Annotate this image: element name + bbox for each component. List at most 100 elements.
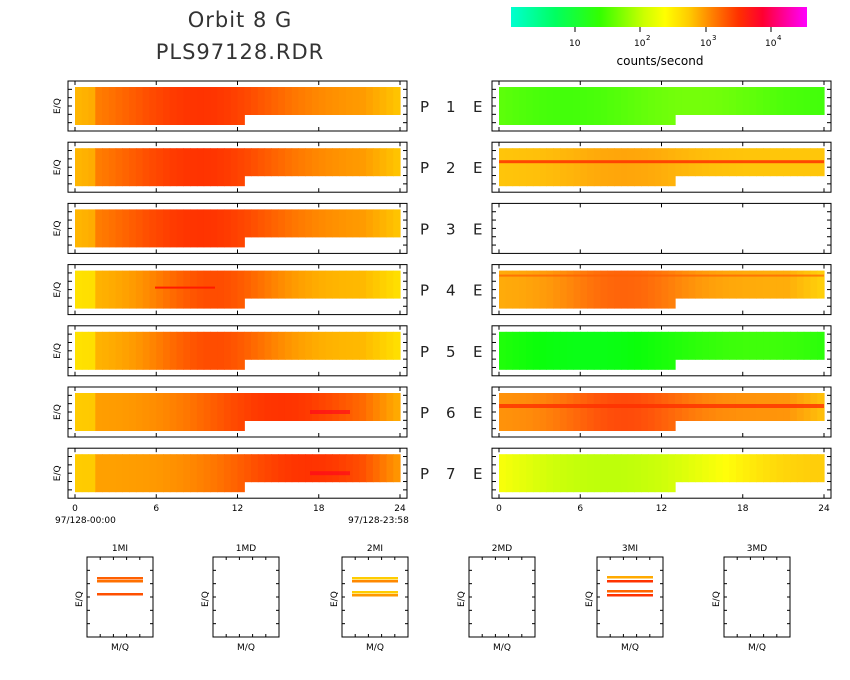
chart-title-line2: PLS97128.RDR — [155, 40, 325, 64]
heatmap-cell — [244, 393, 252, 421]
small-panel-title: 2MD — [492, 544, 512, 554]
heatmap-cell — [580, 454, 588, 493]
heatmap-cell — [512, 87, 520, 125]
mass-line — [97, 593, 143, 596]
heatmap-cell — [135, 331, 144, 370]
heatmap-cell — [641, 270, 649, 309]
heatmap-cell — [566, 331, 575, 370]
heatmap-cell — [325, 393, 333, 421]
heatmap-cell — [122, 393, 130, 431]
heatmap-cell — [790, 454, 798, 483]
heatmap-cell — [600, 454, 608, 493]
heatmap-cell — [102, 209, 110, 248]
heatmap-cell — [702, 331, 710, 360]
heatmap-cell — [566, 87, 575, 125]
left-panel-3: E/Q — [53, 202, 408, 254]
heatmap-cell — [305, 148, 313, 177]
heatmap-cell — [366, 393, 374, 421]
heatmap-cell — [217, 331, 225, 370]
heatmap-cell — [817, 454, 825, 483]
heatmap-cell — [176, 454, 184, 493]
heatmap-cell — [776, 454, 784, 483]
heatmap-cell — [790, 270, 798, 299]
heatmap-cell — [783, 270, 791, 299]
heatmap-cell — [75, 393, 83, 431]
heatmap-cell — [372, 209, 381, 238]
right-panel-3 — [491, 202, 832, 254]
heatmap-cell — [634, 148, 642, 187]
heatmap-cell — [230, 209, 239, 248]
small-panel-ylabel: E/Q — [712, 591, 722, 607]
heatmap-cell — [190, 87, 198, 125]
heatmap-cell — [142, 393, 151, 431]
heatmap-cell — [810, 270, 818, 299]
x-tick-label: 24 — [394, 504, 406, 514]
heatmap-cell — [366, 331, 374, 360]
heatmap-cell — [654, 393, 663, 431]
heatmap-cell — [702, 454, 710, 483]
heatmap-cell — [499, 270, 507, 309]
heatmap-cell — [627, 148, 636, 187]
heatmap-cell — [251, 270, 259, 299]
heatmap-cell — [499, 331, 507, 370]
heatmap-streak — [155, 286, 215, 289]
heatmap-cell — [163, 148, 171, 187]
heatmap-cell — [115, 209, 123, 248]
small-panel-ylabel: E/Q — [457, 591, 467, 607]
panel-number: 2 — [446, 159, 456, 177]
heatmap-cell — [339, 270, 347, 299]
heatmap-cell — [668, 148, 676, 187]
heatmap-cell — [681, 87, 690, 115]
heatmap-cell — [359, 209, 367, 238]
heatmap-cell — [763, 454, 771, 483]
heatmap-cell — [244, 209, 252, 238]
heatmap-cell — [688, 331, 696, 360]
heatmap-cell — [311, 393, 320, 421]
heatmap-cell — [393, 454, 401, 483]
heatmap-cell — [217, 209, 225, 248]
heatmap-cell — [88, 454, 96, 493]
mass-line — [607, 594, 653, 597]
heatmap-cell — [95, 270, 103, 309]
heatmap-cell — [532, 454, 541, 493]
heatmap-cell — [190, 148, 198, 187]
heatmap-cell — [614, 454, 622, 493]
panel-e-label: E — [473, 220, 482, 238]
heatmap-cell — [742, 87, 751, 115]
panel-p-label: P — [420, 159, 429, 177]
heatmap-cell — [688, 454, 696, 483]
heatmap-cell — [298, 148, 306, 177]
heatmap-cell — [75, 454, 83, 493]
heatmap-cell — [366, 454, 374, 483]
heatmap-cell — [244, 331, 252, 360]
heatmap-cell — [352, 270, 360, 299]
small-panel-ylabel: E/Q — [201, 591, 211, 607]
heatmap-cell — [278, 393, 286, 421]
heatmap-cell — [156, 454, 164, 493]
heatmap-cell — [790, 331, 798, 360]
heatmap-cell — [223, 87, 232, 125]
right-panel-5 — [491, 325, 832, 377]
heatmap-cell — [372, 270, 381, 299]
heatmap-cell — [580, 87, 588, 125]
heatmap-cell — [284, 209, 293, 238]
mass-line — [607, 580, 653, 583]
heatmap-cell — [776, 331, 784, 360]
heatmap-cell — [305, 393, 313, 421]
heatmap-cell — [278, 454, 286, 483]
left-panel-2: E/Q — [53, 141, 408, 193]
heatmap-cell — [318, 87, 327, 115]
heatmap-cell — [142, 331, 151, 370]
heatmap-cell — [88, 87, 96, 125]
heatmap-cell — [580, 148, 588, 187]
heatmap-cell — [156, 393, 164, 431]
heatmap-cell — [352, 209, 360, 238]
heatmap-cell — [278, 87, 286, 115]
heatmap-cell — [620, 331, 629, 370]
small-panel-xlabel: M/Q — [111, 643, 129, 653]
heatmap-cell — [135, 209, 144, 248]
heatmap-cell — [532, 87, 541, 125]
heatmap-cell — [566, 393, 575, 431]
heatmap-cell — [223, 148, 232, 187]
heatmap-cell — [332, 393, 340, 421]
